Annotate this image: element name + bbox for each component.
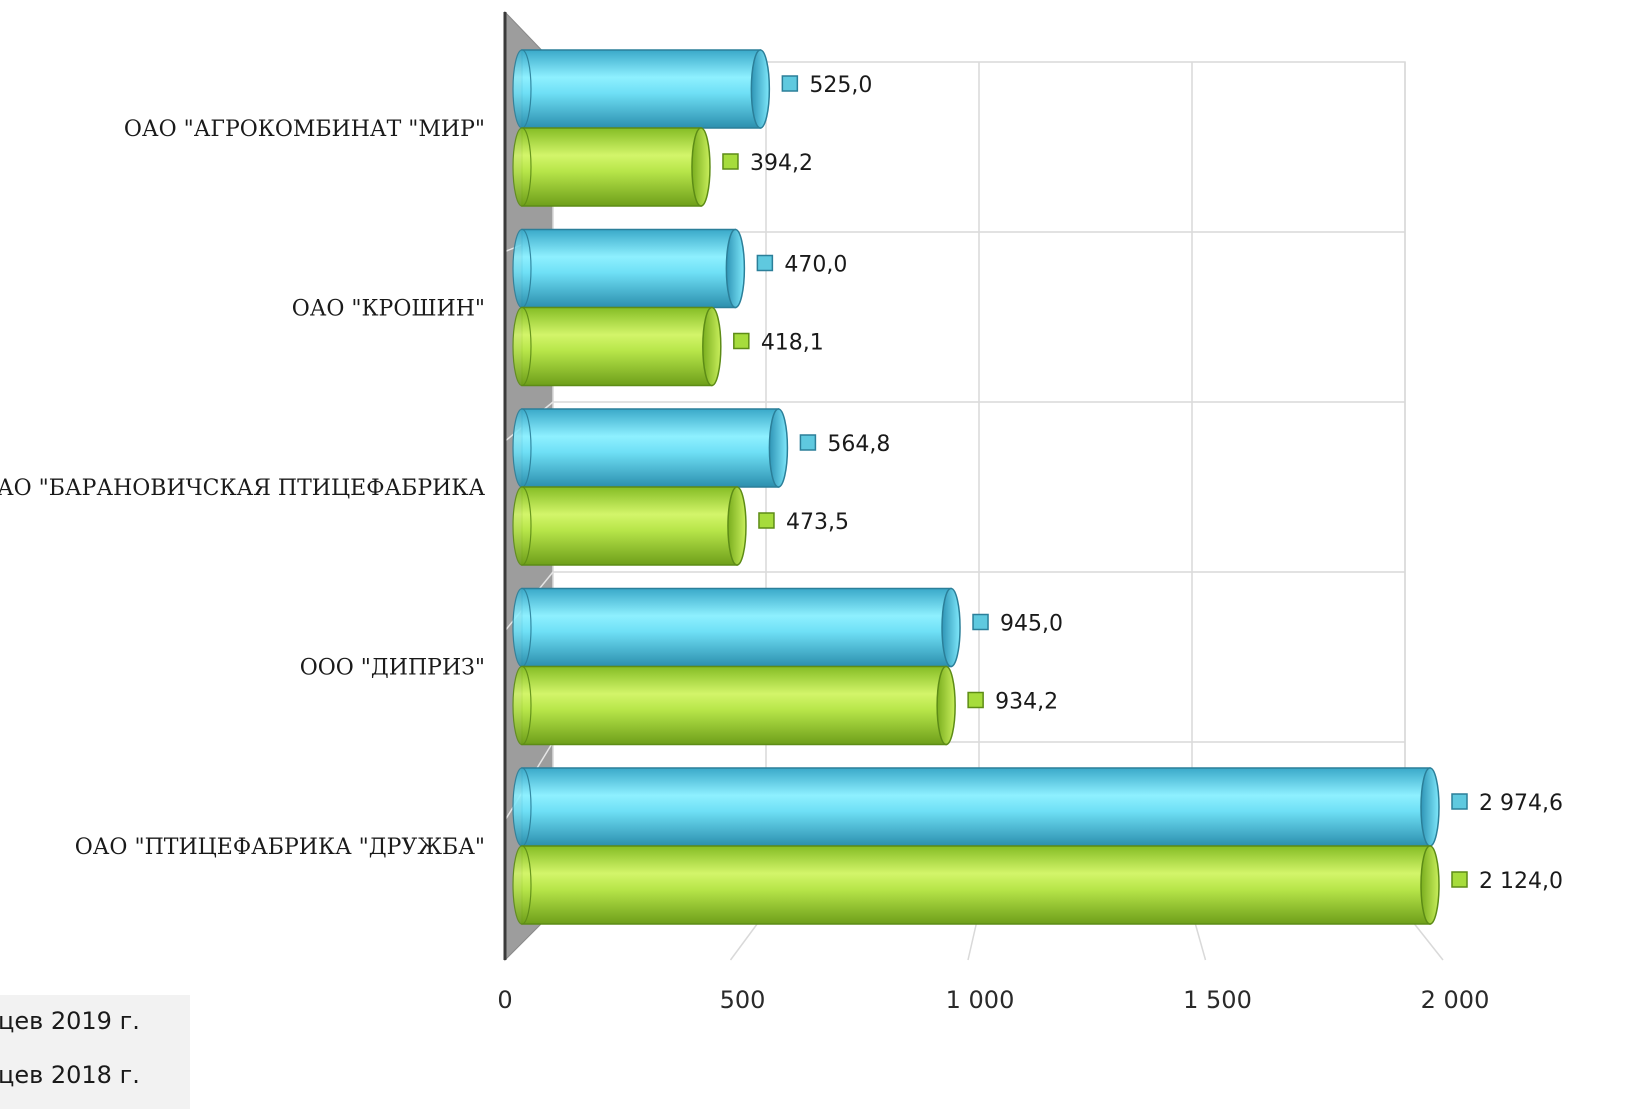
bar — [513, 308, 721, 386]
bar-body — [522, 50, 760, 128]
data-label: 470,0 — [784, 253, 847, 278]
x-tick-label: 500 — [720, 986, 766, 1014]
data-label: 394,2 — [750, 151, 813, 176]
data-label-marker — [734, 334, 749, 349]
data-label-marker — [757, 256, 772, 271]
data-label-marker — [782, 76, 797, 91]
bar — [513, 846, 1439, 924]
bar-right-cap — [937, 667, 955, 745]
bar-body — [522, 128, 701, 206]
category-label: ОАО "ПТИЦЕФАБРИКА "ДРУЖБА" — [75, 835, 485, 860]
bar-left-cap — [513, 487, 531, 565]
bar-body — [522, 230, 735, 308]
category-label: ООО "ДИПРИЗ" — [300, 656, 485, 681]
data-label-marker — [968, 693, 983, 708]
bar — [513, 50, 769, 128]
data-label: 2 974,6 — [1479, 791, 1563, 816]
bar-left-cap — [513, 768, 531, 846]
data-label-marker — [973, 615, 988, 630]
data-label: 945,0 — [1000, 612, 1063, 637]
bar-left-cap — [513, 667, 531, 745]
bar-left-cap — [513, 589, 531, 667]
bar-right-cap — [726, 230, 744, 308]
category-label: ОАО "КРОШИН" — [292, 297, 485, 322]
data-label: 2 124,0 — [1479, 869, 1563, 894]
data-label: 473,5 — [786, 510, 849, 535]
data-label-marker — [1452, 872, 1467, 887]
bar — [513, 409, 787, 487]
bar-body — [522, 409, 778, 487]
x-tick-label: 0 — [497, 986, 512, 1014]
category-label: ОАО "БАРАНОВИЧСКАЯ ПТИЦЕФАБРИКА — [0, 476, 485, 501]
bar-left-cap — [513, 846, 531, 924]
data-label-marker — [723, 154, 738, 169]
data-label: 934,2 — [995, 690, 1058, 715]
legend: цев 2019 г. цев 2018 г. — [0, 995, 190, 1109]
bar-left-cap — [513, 230, 531, 308]
x-tick-label: 1 500 — [1183, 986, 1252, 1014]
bar — [513, 230, 744, 308]
bar-body — [522, 487, 737, 565]
bar-right-cap — [728, 487, 746, 565]
bar-right-cap — [692, 128, 710, 206]
data-label: 418,1 — [761, 331, 824, 356]
category-label: ОАО "АГРОКОМБИНАТ "МИР" — [124, 117, 485, 142]
bar — [513, 487, 746, 565]
bar-right-cap — [1421, 768, 1439, 846]
legend-item-series-1: цев 2019 г. — [0, 1007, 140, 1035]
bar-left-cap — [513, 308, 531, 386]
legend-item-series-2: цев 2018 г. — [0, 1061, 140, 1089]
data-label: 525,0 — [809, 73, 872, 98]
x-tick-label: 1 000 — [946, 986, 1015, 1014]
bar-right-cap — [703, 308, 721, 386]
bar-right-cap — [942, 589, 960, 667]
bar-body — [522, 846, 1430, 924]
bar-body — [522, 589, 951, 667]
bar — [513, 589, 960, 667]
bar-body — [522, 308, 712, 386]
bar-left-cap — [513, 128, 531, 206]
data-label-marker — [759, 513, 774, 528]
bar-right-cap — [751, 50, 769, 128]
x-tick-label: 2 000 — [1421, 986, 1490, 1014]
data-label-marker — [1452, 794, 1467, 809]
data-label-marker — [800, 435, 815, 450]
bar — [513, 667, 955, 745]
bar — [513, 768, 1439, 846]
bar-right-cap — [1421, 846, 1439, 924]
bar — [513, 128, 710, 206]
bar-left-cap — [513, 409, 531, 487]
bar-right-cap — [769, 409, 787, 487]
data-label: 564,8 — [827, 432, 890, 457]
bar-body — [522, 667, 946, 745]
bar-left-cap — [513, 50, 531, 128]
bar-body — [522, 768, 1430, 846]
